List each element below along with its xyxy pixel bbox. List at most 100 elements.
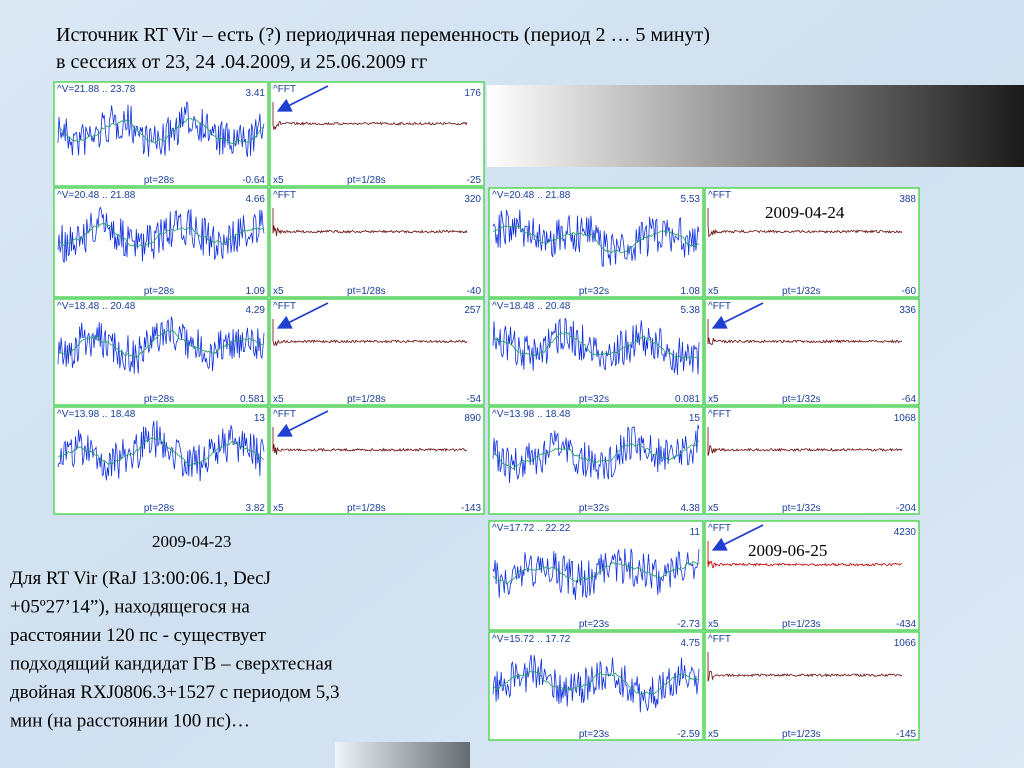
plot-label: 4.38: [681, 503, 701, 514]
body-line: +05º27’14”), находящегося на: [10, 597, 250, 618]
plot-label: -25: [467, 175, 482, 186]
plot-label: ^V=18.48 .. 20.48: [492, 301, 571, 312]
plot-label: -40: [467, 286, 482, 297]
smooth-curve: [492, 331, 700, 359]
plot-label: x5: [708, 394, 719, 405]
plot-label: pt=1/32s: [782, 286, 821, 297]
plot-label: pt=1/23s: [782, 729, 821, 740]
plot-label: ^V=15.72 .. 17.72: [492, 634, 571, 645]
plot-label: ^FFT: [708, 190, 731, 201]
plot-label: pt=28s: [144, 175, 174, 186]
plot-label: 5.38: [681, 305, 701, 316]
plot-label: -2.73: [677, 619, 700, 630]
light-curve: [57, 316, 265, 374]
light-curve: [57, 420, 265, 482]
plot-label: 336: [899, 305, 916, 316]
plot-label: pt=28s: [144, 394, 174, 405]
plot-label: 257: [464, 305, 481, 316]
plot-label: pt=1/28s: [347, 394, 386, 405]
plot-label: x5: [708, 729, 719, 740]
plot-label: 388: [899, 194, 916, 205]
plot-label: -60: [902, 286, 917, 297]
plot-label: -434: [896, 619, 916, 630]
plot-label: pt=32s: [579, 286, 609, 297]
plot-label: -145: [896, 729, 916, 740]
plot-label: pt=32s: [579, 503, 609, 514]
date-label: 2009-04-23: [152, 532, 231, 551]
smooth-curve: [492, 440, 700, 470]
fft-curve: [272, 102, 468, 130]
plot-label: ^FFT: [273, 409, 296, 420]
plot-label: 3.41: [246, 88, 266, 99]
gradient-bar: [335, 742, 470, 768]
fft-curve: [272, 319, 468, 347]
light-curve: [492, 424, 700, 484]
body-line: Для RT Vir (RaJ 13:00:06.1, DecJ: [10, 568, 271, 589]
light-curve: [492, 317, 700, 375]
plot-label: pt=1/28s: [347, 503, 386, 514]
plot-label: x5: [273, 394, 284, 405]
body-line: подходящий кандидат ГВ – сверхтесная: [10, 654, 333, 675]
plot-label: -0.64: [242, 175, 265, 186]
plot-label: ^FFT: [708, 409, 731, 420]
plot-label: ^V=13.98 .. 18.48: [492, 409, 571, 420]
plot-label: 4230: [894, 527, 917, 538]
plot-label: x5: [273, 175, 284, 186]
light-curve: [492, 654, 700, 713]
fft-frame: [704, 631, 920, 741]
body-line: двойная RXJ0806.3+1527 с периодом 5,3: [10, 682, 340, 703]
fft-frame: [269, 81, 485, 187]
plot-label: pt=23s: [579, 619, 609, 630]
light-curve: [492, 209, 700, 268]
plot-label: pt=28s: [144, 503, 174, 514]
fft-frame: [704, 406, 920, 515]
plot-label: ^V=18.48 .. 20.48: [57, 301, 136, 312]
body-line: расстоянии 120 пс - существует: [10, 625, 267, 646]
plot-label: ^FFT: [708, 523, 731, 534]
plot-label: 320: [464, 194, 481, 205]
fft-frame: [269, 406, 485, 515]
body-line: мин (на расстоянии 100 пс)…: [10, 711, 250, 732]
plot-label: pt=1/32s: [782, 394, 821, 405]
light-curve: [57, 206, 265, 263]
smooth-curve: [57, 329, 265, 358]
plot-label: 3.82: [246, 503, 266, 514]
plot-label: 1.09: [246, 286, 266, 297]
plot-label: pt=28s: [144, 286, 174, 297]
plot-label: pt=1/28s: [347, 175, 386, 186]
plot-label: 0.581: [240, 394, 265, 405]
plot-label: 0.081: [675, 394, 700, 405]
plot-frame: [53, 406, 269, 515]
arrow: [276, 302, 329, 329]
plot-label: -204: [896, 503, 916, 514]
plot-label: 15: [689, 413, 701, 424]
plot-label: ^FFT: [273, 301, 296, 312]
plot-label: pt=32s: [579, 394, 609, 405]
fft-frame: [269, 187, 485, 298]
plot-label: -143: [461, 503, 481, 514]
arrow: [711, 302, 764, 329]
plot-label: 1.08: [681, 286, 701, 297]
arrow: [711, 524, 764, 551]
plot-label: 13: [254, 413, 266, 424]
plot-label: pt=1/32s: [782, 503, 821, 514]
light-curve: [57, 101, 265, 157]
plot-label: 4.29: [246, 305, 266, 316]
plot-label: x5: [273, 286, 284, 297]
plot-frame: [488, 187, 704, 298]
fft-curve: [707, 319, 903, 345]
plot-label: ^V=20.48 .. 21.88: [57, 190, 136, 201]
gradient-bar: [487, 85, 1024, 167]
plot-label: 1066: [894, 638, 917, 649]
plot-label: x5: [708, 503, 719, 514]
date-label: 2009-04-24: [765, 203, 845, 222]
fft-frame: [704, 520, 920, 631]
plot-label: x5: [708, 286, 719, 297]
plot-label: -54: [467, 394, 482, 405]
smooth-curve: [57, 117, 264, 145]
fft-frame: [269, 298, 485, 406]
plot-label: 11: [690, 527, 701, 538]
fft-curve: [707, 208, 903, 238]
plot-label: ^FFT: [273, 190, 296, 201]
light-curve: [492, 548, 700, 600]
